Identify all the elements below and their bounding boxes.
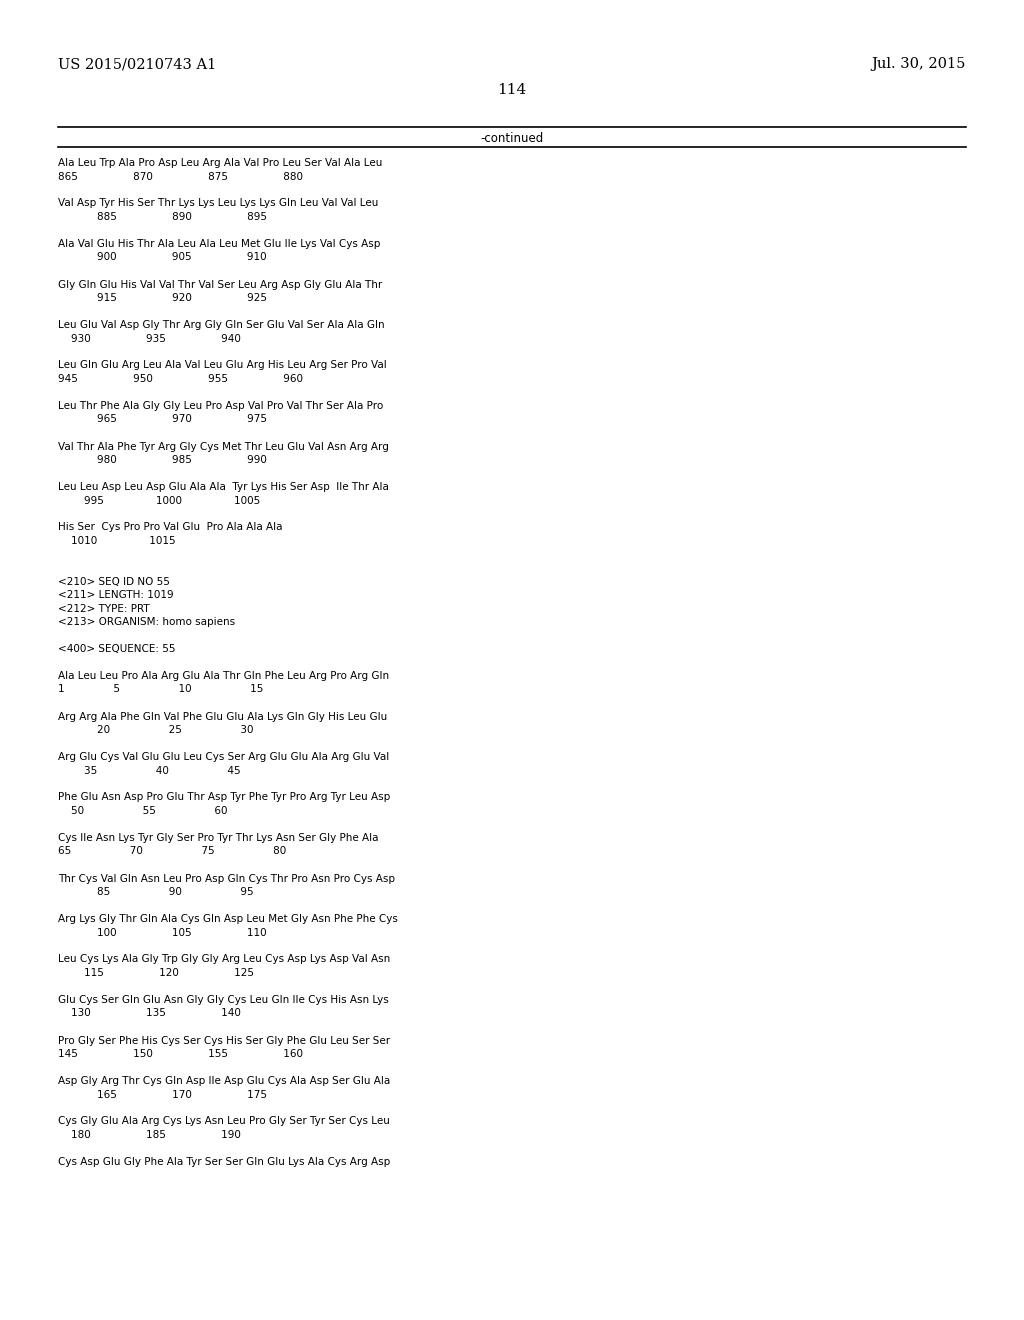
- Text: Arg Arg Ala Phe Gln Val Phe Glu Glu Ala Lys Gln Gly His Leu Glu: Arg Arg Ala Phe Gln Val Phe Glu Glu Ala …: [58, 711, 387, 722]
- Text: 130                 135                 140: 130 135 140: [58, 1008, 241, 1019]
- Text: 114: 114: [498, 83, 526, 96]
- Text: Val Thr Ala Phe Tyr Arg Gly Cys Met Thr Leu Glu Val Asn Arg Arg: Val Thr Ala Phe Tyr Arg Gly Cys Met Thr …: [58, 441, 389, 451]
- Text: 915                 920                 925: 915 920 925: [58, 293, 267, 304]
- Text: Ala Val Glu His Thr Ala Leu Ala Leu Met Glu Ile Lys Val Cys Asp: Ala Val Glu His Thr Ala Leu Ala Leu Met …: [58, 239, 380, 249]
- Text: <213> ORGANISM: homo sapiens: <213> ORGANISM: homo sapiens: [58, 616, 236, 627]
- Text: 65                  70                  75                  80: 65 70 75 80: [58, 846, 287, 857]
- Text: Leu Cys Lys Ala Gly Trp Gly Gly Arg Leu Cys Asp Lys Asp Val Asn: Leu Cys Lys Ala Gly Trp Gly Gly Arg Leu …: [58, 954, 390, 965]
- Text: Cys Gly Glu Ala Arg Cys Lys Asn Leu Pro Gly Ser Tyr Ser Cys Leu: Cys Gly Glu Ala Arg Cys Lys Asn Leu Pro …: [58, 1117, 390, 1126]
- Text: Cys Asp Glu Gly Phe Ala Tyr Ser Ser Gln Glu Lys Ala Cys Arg Asp: Cys Asp Glu Gly Phe Ala Tyr Ser Ser Gln …: [58, 1158, 390, 1167]
- Text: 85                  90                  95: 85 90 95: [58, 887, 254, 898]
- Text: Cys Ile Asn Lys Tyr Gly Ser Pro Tyr Thr Lys Asn Ser Gly Phe Ala: Cys Ile Asn Lys Tyr Gly Ser Pro Tyr Thr …: [58, 833, 379, 843]
- Text: 165                 170                 175: 165 170 175: [58, 1089, 267, 1100]
- Text: Asp Gly Arg Thr Cys Gln Asp Ile Asp Glu Cys Ala Asp Ser Glu Ala: Asp Gly Arg Thr Cys Gln Asp Ile Asp Glu …: [58, 1076, 390, 1086]
- Text: Arg Glu Cys Val Glu Glu Leu Cys Ser Arg Glu Glu Ala Arg Glu Val: Arg Glu Cys Val Glu Glu Leu Cys Ser Arg …: [58, 752, 389, 762]
- Text: 930                 935                 940: 930 935 940: [58, 334, 241, 343]
- Text: <400> SEQUENCE: 55: <400> SEQUENCE: 55: [58, 644, 175, 653]
- Text: 900                 905                 910: 900 905 910: [58, 252, 266, 263]
- Text: Pro Gly Ser Phe His Cys Ser Cys His Ser Gly Phe Glu Leu Ser Ser: Pro Gly Ser Phe His Cys Ser Cys His Ser …: [58, 1035, 390, 1045]
- Text: 980                 985                 990: 980 985 990: [58, 455, 267, 465]
- Text: 945                 950                 955                 960: 945 950 955 960: [58, 374, 303, 384]
- Text: <211> LENGTH: 1019: <211> LENGTH: 1019: [58, 590, 174, 601]
- Text: 1010                1015: 1010 1015: [58, 536, 176, 546]
- Text: Leu Gln Glu Arg Leu Ala Val Leu Glu Arg His Leu Arg Ser Pro Val: Leu Gln Glu Arg Leu Ala Val Leu Glu Arg …: [58, 360, 387, 371]
- Text: Val Asp Tyr His Ser Thr Lys Lys Leu Lys Lys Gln Leu Val Val Leu: Val Asp Tyr His Ser Thr Lys Lys Leu Lys …: [58, 198, 379, 209]
- Text: Leu Leu Asp Leu Asp Glu Ala Ala  Tyr Lys His Ser Asp  Ile Thr Ala: Leu Leu Asp Leu Asp Glu Ala Ala Tyr Lys …: [58, 482, 389, 492]
- Text: Phe Glu Asn Asp Pro Glu Thr Asp Tyr Phe Tyr Pro Arg Tyr Leu Asp: Phe Glu Asn Asp Pro Glu Thr Asp Tyr Phe …: [58, 792, 390, 803]
- Text: Leu Thr Phe Ala Gly Gly Leu Pro Asp Val Pro Val Thr Ser Ala Pro: Leu Thr Phe Ala Gly Gly Leu Pro Asp Val …: [58, 401, 383, 411]
- Text: 180                 185                 190: 180 185 190: [58, 1130, 241, 1140]
- Text: Jul. 30, 2015: Jul. 30, 2015: [871, 57, 966, 71]
- Text: 115                 120                 125: 115 120 125: [58, 968, 254, 978]
- Text: Leu Glu Val Asp Gly Thr Arg Gly Gln Ser Glu Val Ser Ala Ala Gln: Leu Glu Val Asp Gly Thr Arg Gly Gln Ser …: [58, 319, 385, 330]
- Text: 145                 150                 155                 160: 145 150 155 160: [58, 1049, 303, 1059]
- Text: <212> TYPE: PRT: <212> TYPE: PRT: [58, 603, 150, 614]
- Text: 100                 105                 110: 100 105 110: [58, 928, 266, 937]
- Text: 20                  25                  30: 20 25 30: [58, 725, 254, 735]
- Text: 865                 870                 875                 880: 865 870 875 880: [58, 172, 303, 181]
- Text: 885                 890                 895: 885 890 895: [58, 213, 267, 222]
- Text: 50                  55                  60: 50 55 60: [58, 807, 227, 816]
- Text: 1               5                  10                  15: 1 5 10 15: [58, 685, 263, 694]
- Text: 35                  40                  45: 35 40 45: [58, 766, 241, 776]
- Text: His Ser  Cys Pro Pro Val Glu  Pro Ala Ala Ala: His Ser Cys Pro Pro Val Glu Pro Ala Ala …: [58, 523, 283, 532]
- Text: Arg Lys Gly Thr Gln Ala Cys Gln Asp Leu Met Gly Asn Phe Phe Cys: Arg Lys Gly Thr Gln Ala Cys Gln Asp Leu …: [58, 913, 398, 924]
- Text: US 2015/0210743 A1: US 2015/0210743 A1: [58, 57, 216, 71]
- Text: Gly Gln Glu His Val Val Thr Val Ser Leu Arg Asp Gly Glu Ala Thr: Gly Gln Glu His Val Val Thr Val Ser Leu …: [58, 280, 382, 289]
- Text: Glu Cys Ser Gln Glu Asn Gly Gly Cys Leu Gln Ile Cys His Asn Lys: Glu Cys Ser Gln Glu Asn Gly Gly Cys Leu …: [58, 995, 389, 1005]
- Text: -continued: -continued: [480, 132, 544, 145]
- Text: <210> SEQ ID NO 55: <210> SEQ ID NO 55: [58, 577, 170, 586]
- Text: 965                 970                 975: 965 970 975: [58, 414, 267, 425]
- Text: Ala Leu Leu Pro Ala Arg Glu Ala Thr Gln Phe Leu Arg Pro Arg Gln: Ala Leu Leu Pro Ala Arg Glu Ala Thr Gln …: [58, 671, 389, 681]
- Text: Thr Cys Val Gln Asn Leu Pro Asp Gln Cys Thr Pro Asn Pro Cys Asp: Thr Cys Val Gln Asn Leu Pro Asp Gln Cys …: [58, 874, 395, 883]
- Text: Ala Leu Trp Ala Pro Asp Leu Arg Ala Val Pro Leu Ser Val Ala Leu: Ala Leu Trp Ala Pro Asp Leu Arg Ala Val …: [58, 158, 382, 168]
- Text: 995                1000                1005: 995 1000 1005: [58, 495, 260, 506]
